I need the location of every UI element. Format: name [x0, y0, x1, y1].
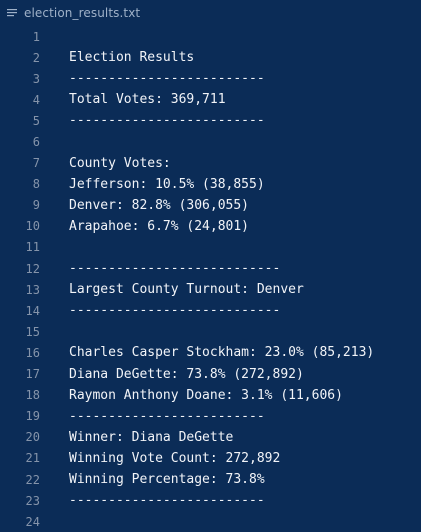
editor-line[interactable]: 9 Denver: 82.8% (306,055)	[0, 195, 421, 216]
editor-line[interactable]: 10 Arapahoe: 6.7% (24,801)	[0, 216, 421, 237]
line-text[interactable]: Total Votes: 369,711	[69, 92, 226, 108]
line-number: 18	[25, 388, 40, 403]
editor-line[interactable]: 1	[0, 26, 421, 47]
line-text[interactable]: -------------------------	[69, 408, 265, 424]
editor-line[interactable]: 2 Election Results	[0, 47, 421, 68]
line-number: 5	[32, 113, 40, 128]
line-text[interactable]: Charles Casper Stockham: 23.0% (85,213)	[69, 345, 375, 361]
line-text[interactable]: -------------------------	[69, 493, 265, 509]
line-number: 7	[32, 156, 40, 171]
line-number: 19	[25, 409, 40, 424]
line-number: 17	[25, 367, 40, 382]
text-file-icon	[6, 7, 18, 19]
line-number: 22	[25, 472, 40, 487]
line-number: 2	[32, 50, 40, 65]
editor-line[interactable]: 4 Total Votes: 369,711	[0, 89, 421, 110]
editor-line[interactable]: 7 County Votes:	[0, 153, 421, 174]
line-text[interactable]: Winning Percentage: 73.8%	[69, 472, 265, 488]
line-text[interactable]: Largest County Turnout: Denver	[69, 282, 304, 298]
editor-line[interactable]: 18 Raymon Anthony Doane: 3.1% (11,606)	[0, 385, 421, 406]
line-number: 13	[25, 282, 40, 297]
editor-line[interactable]: 13 Largest County Turnout: Denver	[0, 279, 421, 300]
editor-line[interactable]: 12 ---------------------------	[0, 258, 421, 279]
line-text[interactable]: County Votes:	[69, 155, 171, 171]
editor-line[interactable]: 16 Charles Casper Stockham: 23.0% (85,213…	[0, 342, 421, 363]
line-text[interactable]: Winner: Diana DeGette	[69, 429, 234, 445]
editor-line[interactable]: 14 ---------------------------	[0, 300, 421, 321]
editor-line[interactable]: 15	[0, 321, 421, 342]
line-number: 14	[25, 303, 40, 318]
editor-line[interactable]: 21 Winning Vote Count: 272,892	[0, 448, 421, 469]
tab-title: election_results.txt	[24, 6, 141, 20]
line-text[interactable]: -------------------------	[69, 71, 265, 87]
editor-line[interactable]: 20 Winner: Diana DeGette	[0, 427, 421, 448]
line-text[interactable]: Raymon Anthony Doane: 3.1% (11,606)	[69, 387, 343, 403]
editor-line[interactable]: 3 -------------------------	[0, 68, 421, 89]
line-text[interactable]: Election Results	[69, 50, 195, 66]
line-number: 15	[25, 324, 40, 339]
line-number: 4	[32, 92, 40, 107]
line-text[interactable]: -------------------------	[69, 113, 265, 129]
line-number: 11	[25, 240, 40, 255]
tab-bar: election_results.txt	[0, 0, 421, 26]
line-number: 3	[32, 71, 40, 86]
line-number: 8	[32, 177, 40, 192]
editor-line[interactable]: 8 Jefferson: 10.5% (38,855)	[0, 174, 421, 195]
tab-election-results[interactable]: election_results.txt	[6, 6, 140, 20]
line-text[interactable]: Diana DeGette: 73.8% (272,892)	[69, 366, 304, 382]
line-number: 10	[25, 219, 40, 234]
line-text[interactable]: Arapahoe: 6.7% (24,801)	[69, 218, 250, 234]
line-number: 9	[32, 198, 40, 213]
line-number: 24	[25, 514, 40, 529]
line-text[interactable]: Jefferson: 10.5% (38,855)	[69, 176, 265, 192]
editor-line[interactable]: 11	[0, 237, 421, 258]
text-editor[interactable]: 1 2 Election Results 3 ---------------------…	[0, 26, 421, 532]
editor-line[interactable]: 5 -------------------------	[0, 110, 421, 131]
editor-line[interactable]: 6	[0, 131, 421, 152]
editor-line[interactable]: 23 -------------------------	[0, 490, 421, 511]
line-text[interactable]: ---------------------------	[69, 261, 281, 277]
editor-line[interactable]: 19 -------------------------	[0, 406, 421, 427]
line-number: 1	[32, 29, 40, 44]
line-text[interactable]: ---------------------------	[69, 303, 281, 319]
line-number: 21	[25, 451, 40, 466]
line-text[interactable]: Winning Vote Count: 272,892	[69, 450, 281, 466]
line-number: 6	[32, 135, 40, 150]
editor-line[interactable]: 24	[0, 511, 421, 532]
line-number: 23	[25, 493, 40, 508]
line-number: 20	[25, 430, 40, 445]
line-text[interactable]: Denver: 82.8% (306,055)	[69, 197, 250, 213]
editor-line[interactable]: 22 Winning Percentage: 73.8%	[0, 469, 421, 490]
line-number: 16	[25, 345, 40, 360]
line-number: 12	[25, 261, 40, 276]
editor-line[interactable]: 17 Diana DeGette: 73.8% (272,892)	[0, 364, 421, 385]
